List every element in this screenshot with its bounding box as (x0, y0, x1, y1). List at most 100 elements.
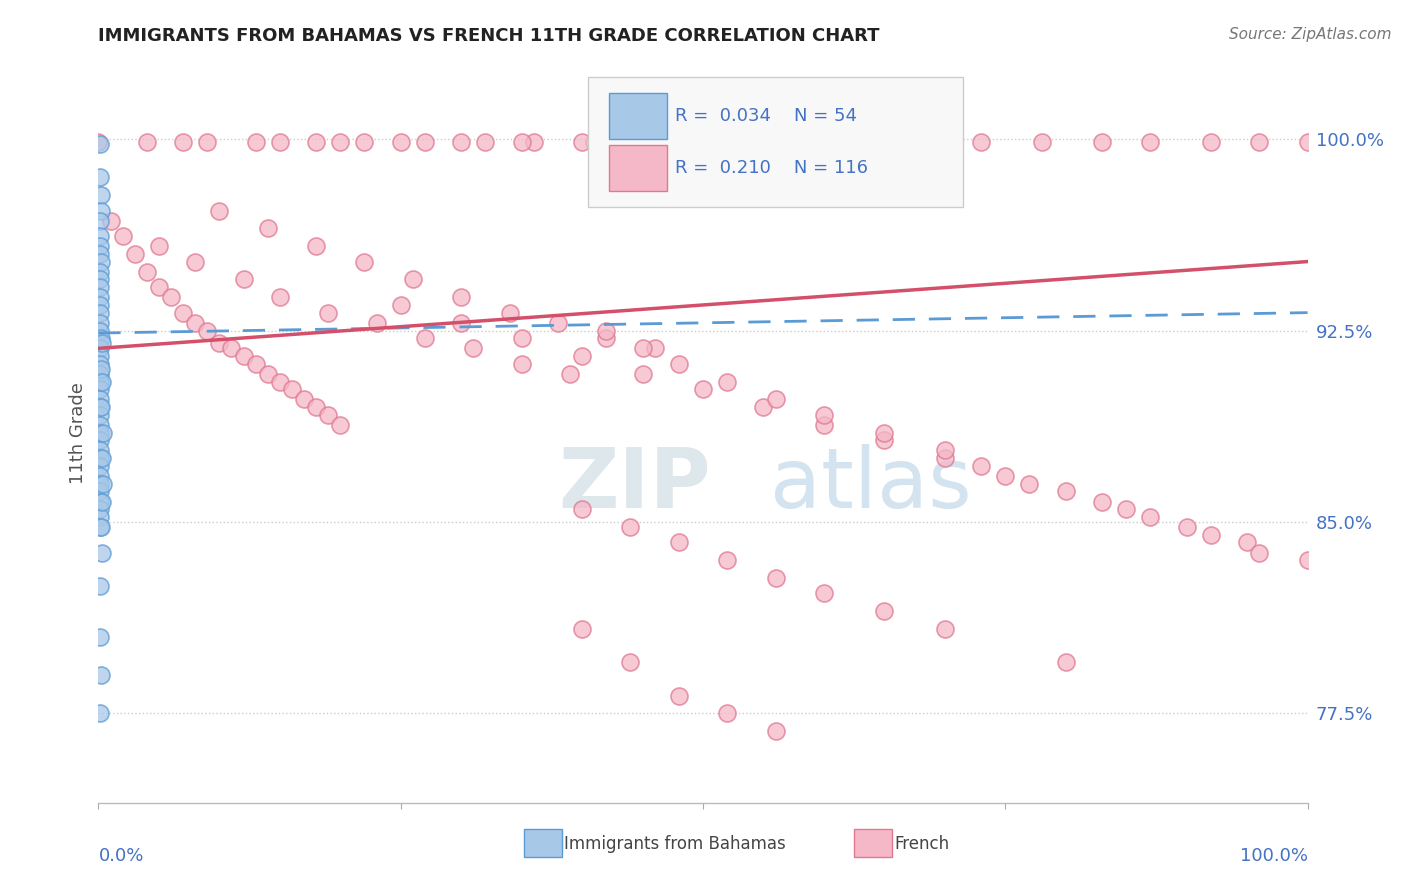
Point (89, 247, 111, 261)
Point (89, 458, 111, 473)
Point (413, 331, 436, 345)
Point (232, 272, 254, 286)
Point (765, 571, 787, 585)
Point (353, 135, 375, 149)
Point (89, 630, 111, 644)
FancyBboxPatch shape (609, 93, 666, 138)
Point (89, 239, 111, 253)
Point (571, 502, 593, 516)
Point (450, 316, 472, 330)
Point (583, 135, 606, 149)
Text: Immigrants from Bahamas: Immigrants from Bahamas (564, 835, 786, 853)
Point (631, 342, 654, 356)
Point (1249, 135, 1271, 149)
Point (752, 400, 775, 414)
Point (91, 546, 114, 560)
Point (160, 290, 183, 304)
Point (813, 417, 835, 432)
Point (89, 265, 111, 279)
Point (1296, 135, 1319, 149)
Point (498, 305, 520, 319)
Point (668, 535, 690, 549)
Point (619, 656, 641, 670)
Point (89, 434, 111, 448)
Point (305, 135, 328, 149)
Point (1236, 535, 1258, 549)
Point (89, 213, 111, 227)
Point (91, 451, 114, 466)
Point (716, 375, 738, 389)
Point (1091, 494, 1114, 508)
Point (716, 553, 738, 567)
Point (873, 425, 896, 440)
Point (873, 434, 896, 448)
Point (89, 451, 111, 466)
Point (752, 135, 775, 149)
Text: 0.0%: 0.0% (98, 847, 143, 865)
Point (172, 135, 194, 149)
Point (765, 392, 787, 407)
Point (172, 305, 194, 319)
Point (1091, 135, 1114, 149)
Point (90, 361, 112, 376)
Text: R =  0.210    N = 116: R = 0.210 N = 116 (675, 159, 868, 177)
Point (510, 331, 533, 345)
Point (813, 135, 835, 149)
Point (510, 135, 533, 149)
Point (89, 400, 111, 414)
Point (89, 316, 111, 330)
Point (148, 280, 170, 294)
Point (90, 203, 112, 218)
Point (89, 425, 111, 440)
Point (90, 400, 112, 414)
Text: R =  0.034    N = 54: R = 0.034 N = 54 (675, 107, 858, 125)
Point (269, 135, 291, 149)
Point (89, 417, 111, 432)
Point (89, 280, 111, 294)
Point (813, 135, 835, 149)
Point (91, 476, 114, 491)
Point (135, 265, 157, 279)
Point (89, 706, 111, 721)
FancyBboxPatch shape (524, 829, 561, 857)
Point (668, 689, 690, 703)
Point (89, 305, 111, 319)
Point (100, 213, 122, 227)
Point (1199, 527, 1222, 541)
Point (89, 375, 111, 389)
Point (389, 298, 412, 312)
Point (450, 290, 472, 304)
Point (281, 382, 304, 396)
Point (148, 239, 170, 253)
Point (89, 342, 111, 356)
Point (668, 357, 690, 371)
Point (619, 520, 641, 534)
Point (558, 367, 581, 381)
Point (644, 342, 666, 356)
Point (1054, 484, 1077, 499)
Text: ZIP: ZIP (558, 444, 710, 525)
Point (316, 408, 339, 422)
Point (970, 458, 993, 473)
Point (195, 135, 218, 149)
Point (91, 336, 114, 351)
Point (89, 520, 111, 534)
Point (934, 622, 956, 636)
Point (692, 135, 714, 149)
FancyBboxPatch shape (588, 78, 963, 207)
Point (89, 469, 111, 483)
Point (389, 135, 412, 149)
Point (752, 135, 775, 149)
Point (463, 342, 485, 356)
Point (184, 316, 207, 330)
Point (89, 494, 111, 508)
Point (89, 349, 111, 363)
Point (595, 324, 617, 338)
Point (934, 443, 956, 458)
Point (91, 494, 114, 508)
Point (921, 135, 943, 149)
Text: 100.0%: 100.0% (1240, 847, 1308, 865)
Point (90, 668, 112, 682)
Point (256, 221, 278, 235)
Point (124, 247, 146, 261)
